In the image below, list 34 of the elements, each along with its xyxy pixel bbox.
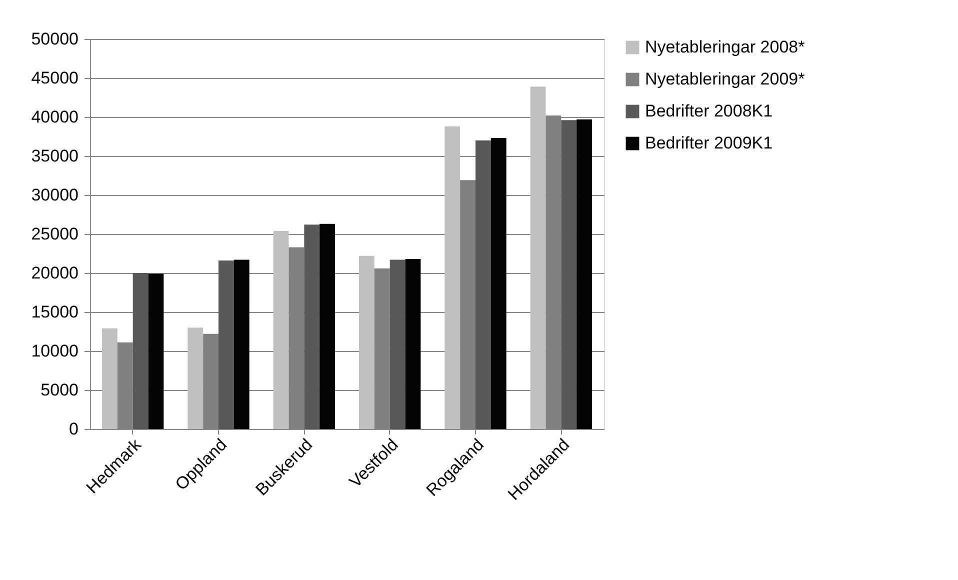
bar xyxy=(576,119,592,429)
bar xyxy=(444,126,460,429)
y-tick-label: 50000 xyxy=(31,30,78,48)
y-tick-label: 0 xyxy=(69,420,78,438)
bar xyxy=(358,256,374,429)
y-tick-label: 45000 xyxy=(31,68,78,88)
bar xyxy=(102,328,118,429)
y-tick-label: 25000 xyxy=(31,224,78,244)
y-tick-label: 20000 xyxy=(31,264,78,282)
bar xyxy=(218,260,234,429)
y-tick-label: 40000 xyxy=(31,108,78,126)
legend-label: Nyetableringar 2008* xyxy=(645,38,806,56)
bar xyxy=(320,224,336,429)
legend-label: Bedrifter 2009K1 xyxy=(645,134,773,152)
y-tick-label: 35000 xyxy=(31,146,78,166)
bar xyxy=(132,273,148,429)
bar xyxy=(561,120,577,429)
legend-label: Bedrifter 2008K1 xyxy=(645,102,773,120)
bar xyxy=(530,86,546,429)
bar xyxy=(304,224,320,429)
y-tick-label: 15000 xyxy=(31,302,78,322)
bar xyxy=(288,247,304,429)
y-tick-label: 5000 xyxy=(40,380,78,400)
bar xyxy=(390,260,406,429)
bar xyxy=(476,140,491,429)
legend-label: Nyetableringar 2009* xyxy=(645,70,806,88)
bar xyxy=(188,328,204,429)
bar xyxy=(490,138,506,429)
y-tick-label: 30000 xyxy=(31,186,78,204)
bar xyxy=(234,260,250,429)
bar xyxy=(273,230,289,429)
bar xyxy=(405,258,421,429)
bar xyxy=(148,274,164,429)
y-tick-label: 10000 xyxy=(31,342,78,360)
